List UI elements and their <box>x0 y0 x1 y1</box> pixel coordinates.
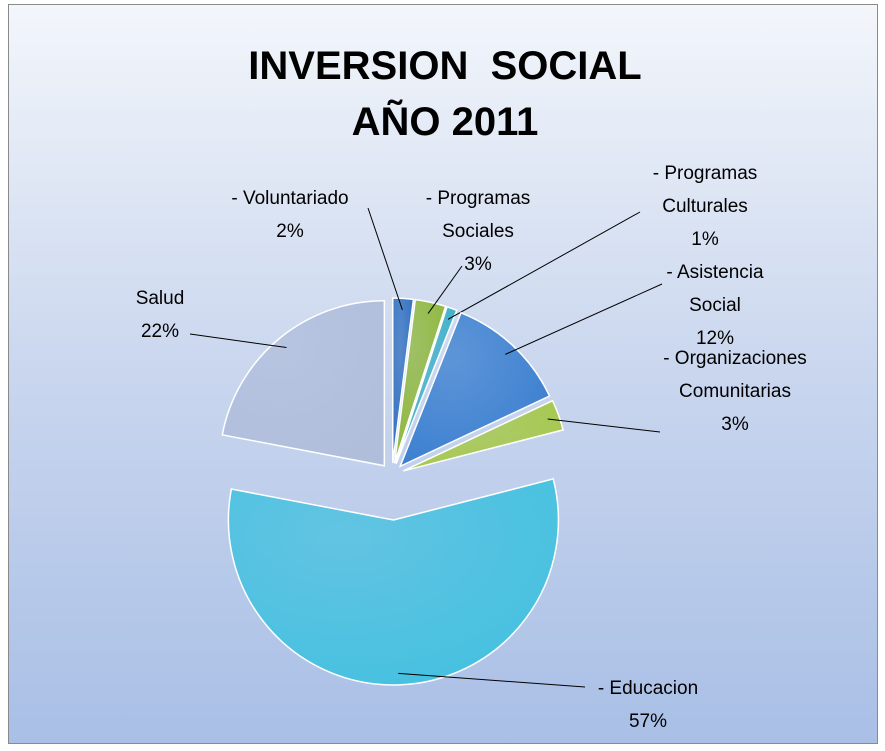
slice-label: - Organizaciones Comunitarias 3% <box>640 342 830 441</box>
leader-line <box>367 207 403 311</box>
leader-line <box>398 672 586 688</box>
leader-line <box>505 283 663 355</box>
value-label: 3% <box>721 414 749 435</box>
leader-line <box>189 333 287 349</box>
category-label: - Voluntariado <box>231 188 349 209</box>
leader-line <box>447 211 641 320</box>
category-label: - Programas Sociales <box>425 188 531 242</box>
pie-slice <box>393 298 447 464</box>
slice-label: - Voluntariado 2% <box>190 182 390 248</box>
pie-slice <box>392 297 415 464</box>
slice-label: Salud 22% <box>110 282 210 348</box>
pie-slice <box>402 399 565 472</box>
slice-label: - Programas Sociales 3% <box>403 182 553 281</box>
pie-slice <box>395 305 458 464</box>
slice-label: - Programas Culturales 1% <box>630 157 780 256</box>
category-label: - Asistencia Social <box>666 262 764 316</box>
category-label: - Educacion <box>597 678 699 699</box>
value-label: 22% <box>140 321 180 342</box>
chart-title: INVERSION SOCIAL AÑO 2011 <box>248 44 652 144</box>
category-label: - Programas Culturales <box>652 163 758 217</box>
pie-slice <box>227 478 560 686</box>
slice-label: - Educacion 57% <box>568 672 728 738</box>
value-label: 3% <box>464 254 492 275</box>
category-label: Salud <box>135 288 185 309</box>
value-label: 57% <box>628 711 668 732</box>
value-label: 12% <box>695 328 735 349</box>
pie-slice <box>221 300 386 467</box>
category-label: - Organizaciones Comunitarias <box>663 348 807 402</box>
leader-line <box>547 418 661 433</box>
value-label: 1% <box>691 229 719 250</box>
leader-line <box>427 265 463 314</box>
value-label: 2% <box>276 221 304 242</box>
slice-label: - Asistencia Social 12% <box>645 256 785 355</box>
